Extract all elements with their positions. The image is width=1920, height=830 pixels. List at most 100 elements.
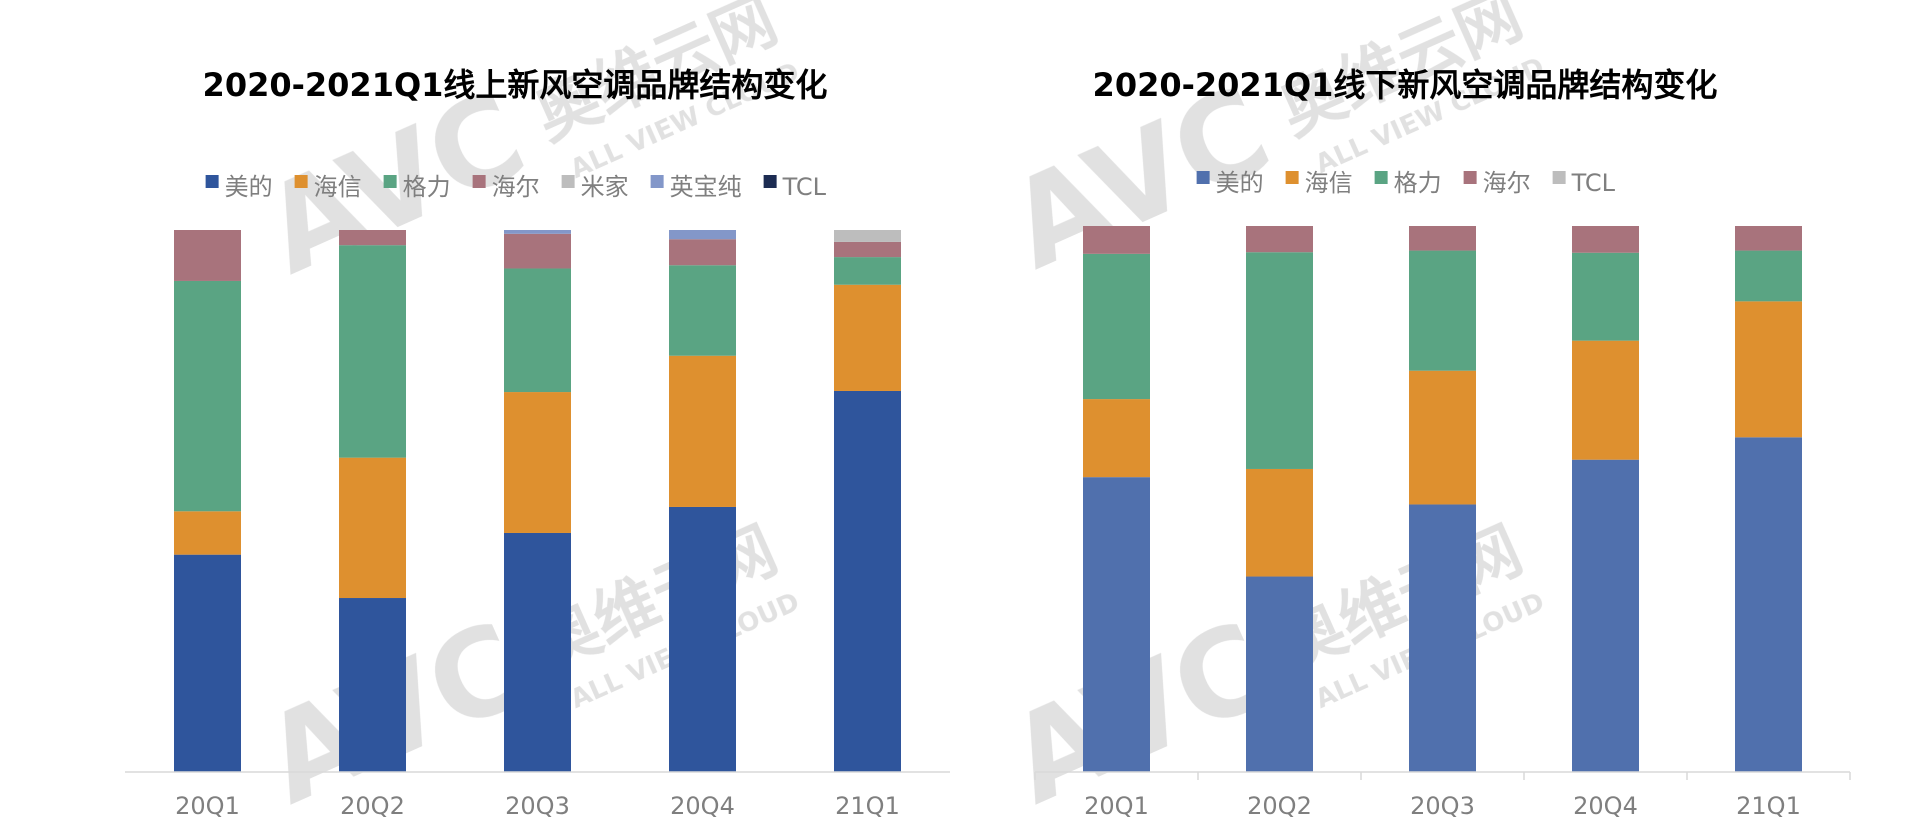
bar-segment [834,390,901,772]
legend-item: 海尔 [1463,169,1531,197]
bar-segment [1246,576,1313,772]
bar-segment [339,598,406,772]
legend-swatch [205,175,219,188]
bar-segment [669,230,736,240]
bar-segment [669,265,736,356]
legend: 美的 海信 格力 海尔 米家 英宝纯 TCL [205,173,827,201]
legend-item: TCL [1552,169,1616,197]
legend-item: 米家 [561,173,629,201]
bar-segment [669,506,736,772]
legend-item: 海信 [294,173,362,201]
x-tick-label: 20Q4 [670,792,735,820]
bar-segment [1246,226,1313,253]
legend-swatch [383,175,397,188]
x-tick-label: 20Q3 [1410,792,1475,820]
legend-label: 米家 [581,173,629,201]
bar-segment [339,457,406,599]
legend-swatch [1196,171,1210,184]
bar-segment [174,280,241,512]
legend-label: 海尔 [492,173,540,201]
legend-label: 英宝纯 [670,173,742,201]
x-tick-label: 21Q1 [835,792,900,820]
x-tick-label: 20Q3 [505,792,570,820]
legend-swatch [1285,171,1299,184]
x-tick-label: 20Q2 [1247,792,1312,820]
x-tick-label: 20Q1 [1084,792,1149,820]
bar-segment [504,392,571,533]
bar-segment [174,230,241,281]
x-tick-label: 20Q2 [340,792,405,820]
bar-segment [834,241,901,258]
bar-segment [1572,340,1639,460]
legend-swatch [1463,171,1477,184]
legend: 美的 海信 格力 海尔 TCL [1196,169,1616,197]
bar-segment [1246,468,1313,577]
legend-item: TCL [763,173,827,201]
bar-stack [1572,226,1639,772]
legend-item: 美的 [1196,169,1264,197]
legend-swatch [1374,171,1388,184]
bar-segment [1083,477,1150,772]
bar-stack [339,230,406,772]
bar-segment [1572,459,1639,772]
bar-stack [1735,226,1802,772]
bar-segment [1572,252,1639,341]
x-tick-label: 21Q1 [1736,792,1801,820]
bar-segment [1409,226,1476,251]
legend-item: 美的 [205,173,273,201]
legend-swatch [294,175,308,188]
legend-item: 格力 [383,173,451,201]
bar-segment [339,245,406,458]
bar-segment [669,239,736,266]
bar-segment [1083,226,1150,254]
bar-segment [1409,504,1476,772]
bar-segment [1572,226,1639,253]
legend-label: 海尔 [1483,169,1531,197]
legend-item: 格力 [1374,169,1442,197]
legend-swatch [1552,171,1566,184]
bar-segment [834,230,901,242]
bar-segment [1083,253,1150,400]
bar-segment [339,230,406,246]
bar-segment [669,355,736,507]
bar-stack [1246,226,1313,772]
bar-segment [174,511,241,555]
bar-stack [834,230,901,772]
bar-stack [669,230,736,772]
legend-item: 海尔 [472,173,540,201]
bar-stack [1409,226,1476,772]
legend-label: 海信 [314,173,362,201]
legend-swatch [561,175,575,188]
bar-segment [1735,226,1802,251]
legend-label: 格力 [403,173,451,201]
chart-title: 2020-2021Q1线下新风空调品牌结构变化 [1093,66,1718,104]
bar-segment [504,230,571,234]
bar-segment [1409,250,1476,371]
legend-swatch [472,175,486,188]
legend-swatch [650,175,664,188]
bar-segment [834,257,901,285]
bar-segment [174,554,241,772]
legend-item: 英宝纯 [650,173,742,201]
bar-segment [1735,301,1802,438]
bars [1083,226,1802,772]
bars [174,230,901,772]
bar-segment [1735,250,1802,302]
legend-swatch [763,175,777,188]
bar-segment [834,284,901,391]
bar-segment [1083,399,1150,478]
bar-segment [504,268,571,393]
chart-title: 2020-2021Q1线上新风空调品牌结构变化 [203,66,828,104]
bar-segment [504,233,571,269]
bar-stack [174,230,241,772]
bar-stack [504,230,571,772]
legend-label: 美的 [225,173,273,201]
legend-item: 海信 [1285,169,1353,197]
bar-segment [504,532,571,772]
legend-label: TCL [782,173,827,201]
legend-label: 格力 [1394,169,1442,197]
bar-segment [1409,370,1476,505]
